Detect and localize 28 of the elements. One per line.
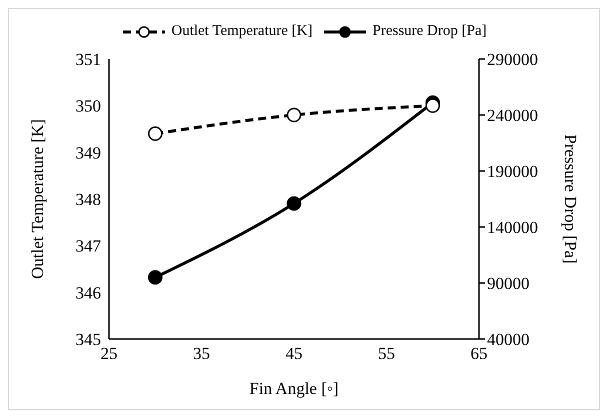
x-tick-label: 35: [193, 344, 210, 364]
x-tick-label: 45: [286, 344, 302, 364]
y-tick-label: 351: [76, 50, 101, 70]
y2-tick-label: 190000: [487, 162, 538, 182]
y-tick-label: 345: [76, 330, 101, 350]
x-tick-label: 25: [100, 344, 118, 364]
y2-tick-label: 140000: [487, 218, 538, 238]
legend-label: Outlet Temperature [K]: [171, 23, 312, 40]
y2-tick-label: 40000: [487, 330, 530, 350]
y2-tick-label: 290000: [487, 50, 538, 70]
y2-tick-label: 240000: [487, 106, 538, 126]
point: [148, 126, 162, 141]
y-tick-label: 349: [76, 143, 101, 162]
y-tick-label: 350: [76, 96, 101, 116]
x-axis-title: Fin Angle [◦]: [249, 379, 339, 398]
y-tick-label: 348: [76, 190, 101, 210]
point: [426, 98, 440, 113]
legend-label: Pressure Drop [Pa]: [372, 23, 487, 40]
x-tick-label: 55: [378, 344, 395, 364]
point: [286, 196, 302, 211]
y2-tick-label: 90000: [487, 274, 530, 294]
y-axis-title: Outlet Temperature [K]: [28, 119, 48, 279]
point: [148, 270, 162, 285]
point: [286, 108, 302, 122]
y2-axis-title: Pressure Drop [Pa]: [560, 134, 580, 264]
y-tick-label: 346: [76, 283, 101, 302]
y-tick-label: 347: [76, 236, 102, 256]
x-tick-label: 65: [470, 344, 488, 364]
